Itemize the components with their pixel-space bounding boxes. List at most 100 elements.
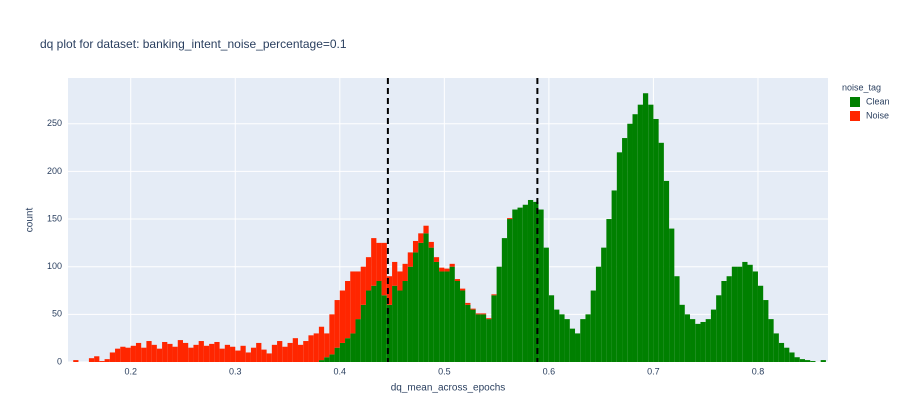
histogram-bar — [115, 348, 121, 362]
histogram-bar — [386, 276, 393, 305]
histogram-bar — [460, 288, 466, 291]
histogram-bar — [109, 352, 116, 362]
histogram-bar — [705, 319, 711, 362]
histogram-bar — [653, 118, 659, 363]
histogram-bar — [460, 290, 466, 362]
histogram-bar — [606, 219, 612, 362]
y-tick-label: 200 — [47, 166, 62, 176]
histogram-bar — [177, 340, 183, 362]
histogram-bar — [120, 346, 126, 362]
histogram-bar — [632, 114, 638, 362]
histogram-bar — [376, 242, 382, 281]
histogram-bar — [648, 104, 654, 362]
histogram-bar — [569, 328, 576, 362]
legend-label: Clean — [866, 96, 890, 106]
histogram-bar — [381, 242, 387, 296]
histogram-bar — [768, 319, 774, 362]
histogram-bar — [423, 225, 429, 234]
histogram-bar — [512, 209, 518, 362]
histogram-bar — [747, 264, 753, 362]
x-tick-label: 0.3 — [229, 366, 242, 376]
histogram-bar — [397, 271, 403, 291]
histogram-bar — [250, 347, 257, 362]
histogram-bar — [266, 353, 272, 362]
histogram-bar — [710, 309, 717, 362]
histogram-bar — [418, 242, 424, 362]
histogram-bar — [371, 285, 377, 362]
histogram-bar — [564, 319, 570, 362]
histogram-bar — [407, 266, 413, 362]
histogram-bar — [365, 290, 372, 362]
histogram-bar — [611, 190, 617, 362]
legend-swatch — [850, 111, 860, 121]
histogram-bar — [527, 199, 534, 362]
histogram-bar — [439, 267, 445, 272]
histogram-bar — [350, 271, 356, 334]
x-tick-label: 0.6 — [543, 366, 556, 376]
histogram-bar — [622, 138, 628, 362]
histogram-bar — [580, 319, 586, 362]
histogram-bar — [789, 352, 795, 362]
histogram-bar — [423, 233, 429, 362]
histogram-bar — [548, 295, 555, 362]
histogram-bar — [433, 257, 440, 262]
histogram-bar — [669, 228, 675, 362]
histogram-bar — [742, 261, 748, 362]
histogram-bar — [313, 333, 319, 362]
histogram-bar — [491, 294, 497, 296]
histogram-bar — [522, 204, 528, 362]
histogram-bar — [433, 261, 440, 362]
histogram-bar — [412, 240, 419, 253]
histogram-bar — [256, 342, 262, 362]
histogram-bar — [345, 280, 351, 339]
histogram-bar — [334, 300, 340, 348]
histogram-bar — [475, 313, 481, 315]
histogram-bar — [737, 266, 743, 362]
x-tick-label: 0.5 — [438, 366, 451, 376]
histogram-bar — [376, 280, 382, 362]
x-tick-label: 0.4 — [334, 366, 347, 376]
histogram-bar — [517, 207, 523, 362]
histogram-bar — [444, 268, 450, 272]
histogram-bar — [245, 352, 251, 362]
histogram-bar — [308, 335, 314, 362]
histogram-bar — [559, 314, 565, 362]
histogram-bar — [381, 295, 387, 362]
y-tick-label: 50 — [52, 309, 62, 319]
histogram-bar — [402, 263, 408, 281]
histogram-bar — [292, 338, 298, 362]
histogram-bar — [418, 233, 424, 243]
histogram-bar — [810, 361, 816, 362]
histogram-bar — [287, 342, 293, 362]
histogram-bar — [731, 266, 738, 362]
histogram-bar — [350, 333, 356, 362]
histogram-bar — [554, 309, 560, 362]
histogram-bar — [726, 276, 732, 362]
histogram-bar — [627, 123, 633, 362]
histogram-bar — [700, 321, 706, 362]
histogram-bar — [454, 279, 461, 281]
histogram-bar — [339, 290, 346, 343]
histogram-bar — [721, 280, 727, 362]
histogram-bar — [104, 359, 110, 362]
y-tick-label: 150 — [47, 213, 62, 223]
histogram-bar — [480, 314, 487, 362]
histogram-bar — [533, 201, 539, 362]
legend-title: noise_tag — [842, 82, 881, 92]
histogram-bar — [407, 252, 413, 267]
histogram-bar — [182, 342, 189, 362]
histogram-bar — [73, 360, 79, 362]
histogram-bar — [585, 314, 591, 362]
legend-swatch — [850, 97, 860, 107]
histogram-bar — [240, 345, 246, 362]
histogram-bar — [360, 266, 366, 305]
histogram-bar — [324, 333, 330, 358]
histogram-bar — [465, 302, 471, 305]
histogram-bar — [496, 266, 502, 362]
histogram-bar — [219, 348, 225, 362]
y-tick-label: 250 — [47, 118, 62, 128]
histogram-bar — [491, 295, 497, 362]
histogram-bar — [663, 180, 670, 362]
histogram-bar — [397, 290, 403, 362]
